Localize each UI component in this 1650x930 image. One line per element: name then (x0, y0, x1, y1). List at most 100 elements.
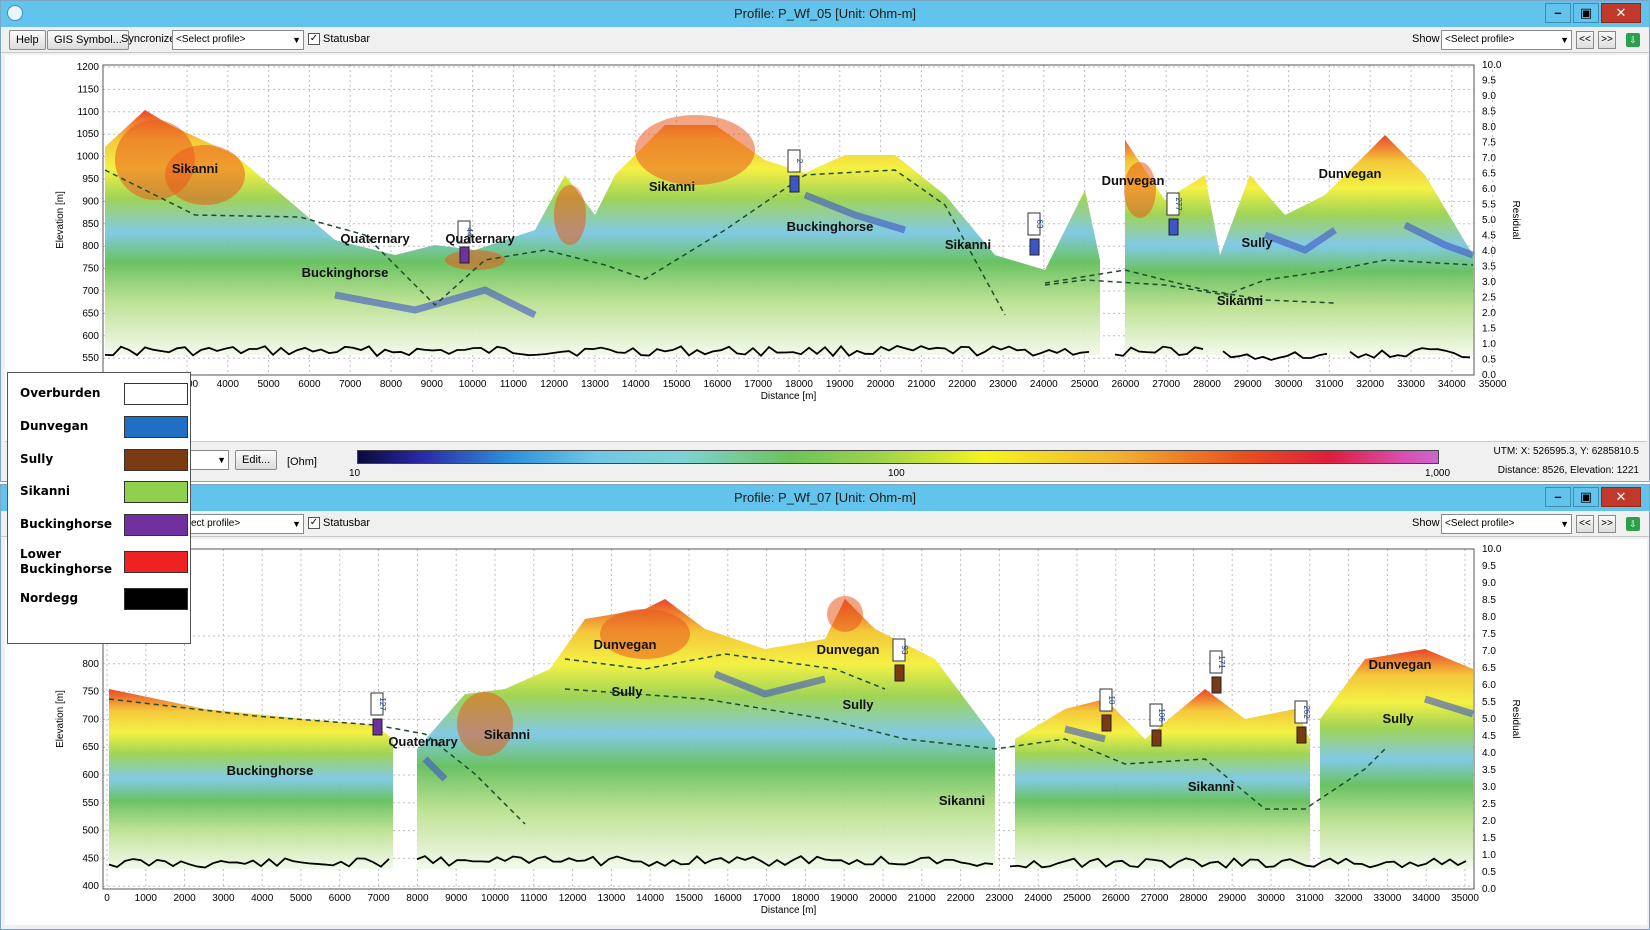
legend-label: Nordegg (20, 591, 79, 605)
x-tick-label: 25000 (1071, 379, 1099, 390)
well-id: 106 (1157, 708, 1166, 722)
maximize-button[interactable]: ▣ (1573, 3, 1599, 23)
close-button[interactable]: ✕ (1601, 3, 1641, 23)
legend-item-sikanni: Sikanni (20, 481, 188, 511)
y2-tick-label: 0.0 (1482, 884, 1496, 895)
y2-tick-label: 6.0 (1482, 184, 1496, 195)
y2-tick-label: 10.0 (1482, 60, 1502, 71)
formation-label: Quaternary (340, 231, 410, 246)
profile-plot-2[interactable]: 85080075070065060055050045040010.09.59.0… (5, 539, 1647, 925)
help-button[interactable]: Help (9, 30, 46, 50)
high-resistivity-zone (457, 692, 513, 756)
gis-symbol-button[interactable]: GIS Symbol... (47, 30, 129, 50)
well-tag (1294, 700, 1308, 724)
statusbar-checkbox[interactable]: ✓ (308, 517, 320, 529)
well-marker (1151, 729, 1162, 747)
x-tick-label: 5000 (257, 379, 280, 390)
legend-swatch (124, 416, 188, 438)
y2-tick-label: 7.0 (1482, 646, 1496, 657)
x-tick-label: 19000 (830, 893, 858, 904)
close-button[interactable]: ✕ (1601, 487, 1641, 507)
maximize-button[interactable]: ▣ (1573, 487, 1599, 507)
well-id: 63 (1035, 220, 1044, 229)
y2-tick-label: 2.0 (1482, 816, 1496, 827)
y-tick-label: 550 (82, 353, 99, 364)
statusbar-label: Statusbar (323, 517, 371, 529)
next-profile-button[interactable]: >> (1598, 515, 1616, 533)
x-tick-label: 29000 (1218, 893, 1246, 904)
y2-tick-label: 1.0 (1482, 850, 1496, 861)
legend-item-sully: Sully (20, 449, 188, 479)
y-tick-label: 650 (82, 308, 99, 319)
x-axis-label: Distance [m] (761, 905, 817, 916)
x-tick-label: 31000 (1315, 379, 1343, 390)
export-icon[interactable]: ⇩ (1626, 33, 1640, 47)
legend-swatch (124, 383, 188, 405)
well-tag (370, 692, 384, 716)
y-tick-label: 700 (82, 286, 99, 297)
show-profile-select[interactable]: <Select profile> ▼ (1441, 514, 1572, 534)
high-resistivity-zone (554, 185, 586, 245)
high-resistivity-zone (445, 250, 505, 270)
y2-tick-label: 0.5 (1482, 867, 1496, 878)
x-tick-label: 13000 (597, 893, 625, 904)
y2-tick-label: 5.5 (1482, 200, 1496, 211)
formation-label: Dunvegan (1369, 657, 1432, 672)
x-tick-label: 33000 (1373, 893, 1401, 904)
resistivity-section-1: 1200 1150 1100 1050 1000 950 900 850 800 750 700 65… (55, 60, 1521, 402)
previous-profile-button[interactable]: << (1576, 515, 1594, 533)
window-title: Profile: P_Wf_05 [Unit: Ohm-m] (733, 6, 917, 21)
x-tick-label: 34000 (1438, 379, 1466, 390)
y-tick-label: 800 (82, 241, 99, 252)
title-bar[interactable]: Profile: P_Wf_07 [Unit: Ohm-m] – ▣ ✕ (1, 485, 1649, 511)
previous-profile-button[interactable]: << (1576, 31, 1594, 49)
x-tick-label: 15000 (663, 379, 691, 390)
export-icon[interactable]: ⇩ (1626, 517, 1640, 531)
well-marker (1168, 218, 1179, 236)
well-marker (1211, 676, 1222, 694)
profile-plot-1[interactable]: 1200 1150 1100 1050 1000 950 900 850 800 750 700 65… (5, 55, 1647, 441)
x-tick-label: 31000 (1296, 893, 1324, 904)
y-tick-label: 850 (82, 219, 99, 230)
minimize-button[interactable]: – (1545, 487, 1571, 507)
legend-swatch (124, 481, 188, 503)
y2-tick-label: 10.0 (1482, 544, 1502, 555)
formation-label: Sully (842, 697, 874, 712)
x-tick-label: 9000 (445, 893, 468, 904)
well-id: 93 (900, 646, 909, 655)
minimize-button[interactable]: – (1545, 3, 1571, 23)
formation-label: Quaternary (388, 734, 458, 749)
sync-profile-select[interactable]: ect profile> ▼ (187, 514, 304, 534)
profile-window-2: Profile: P_Wf_07 [Unit: Ohm-m] – ▣ ✕ ect… (0, 484, 1650, 930)
y-tick-label: 600 (82, 770, 99, 781)
formation-legend: Overburden Dunvegan Sully Sikanni Buckin… (7, 372, 191, 644)
x-tick-label: 17000 (744, 379, 772, 390)
title-bar[interactable]: Profile: P_Wf_05 [Unit: Ohm-m] – ▣ ✕ (1, 1, 1649, 27)
legend-swatch (124, 449, 188, 471)
conductive-zone (803, 191, 907, 234)
well-marker (894, 664, 905, 682)
legend-label: Sikanni (20, 484, 71, 498)
show-profile-select[interactable]: <Select profile> ▼ (1441, 30, 1572, 50)
well-marker (1296, 726, 1307, 744)
formation-label: Sikanni (1188, 779, 1234, 794)
profile-window-1: Profile: P_Wf_05 [Unit: Ohm-m] – ▣ ✕ Hel… (0, 0, 1650, 482)
x-tick-label: 22000 (948, 379, 976, 390)
edit-colormap-button[interactable]: Edit... (235, 450, 278, 470)
formation-boundary (564, 653, 886, 690)
next-profile-button[interactable]: >> (1598, 31, 1616, 49)
y2-tick-label: 4.0 (1482, 246, 1496, 257)
y2-tick-label: 9.5 (1482, 561, 1496, 572)
x-tick-label: 24000 (1030, 379, 1058, 390)
x-tick-label: 20000 (869, 893, 897, 904)
well-id: 127 (378, 697, 387, 711)
well-id: 262 (1302, 705, 1311, 719)
well-tag (1099, 688, 1113, 712)
colormap-select[interactable]: ▼ (185, 450, 229, 470)
y2-tick-label: 7.0 (1482, 153, 1496, 164)
y2-tick-label: 2.5 (1482, 293, 1496, 304)
sync-profile-select[interactable]: <Select profile> ▼ (172, 30, 304, 50)
formation-label: Dunvegan (594, 637, 657, 652)
legend-label: Overburden (20, 386, 101, 400)
statusbar-checkbox[interactable]: ✓ (308, 33, 320, 45)
